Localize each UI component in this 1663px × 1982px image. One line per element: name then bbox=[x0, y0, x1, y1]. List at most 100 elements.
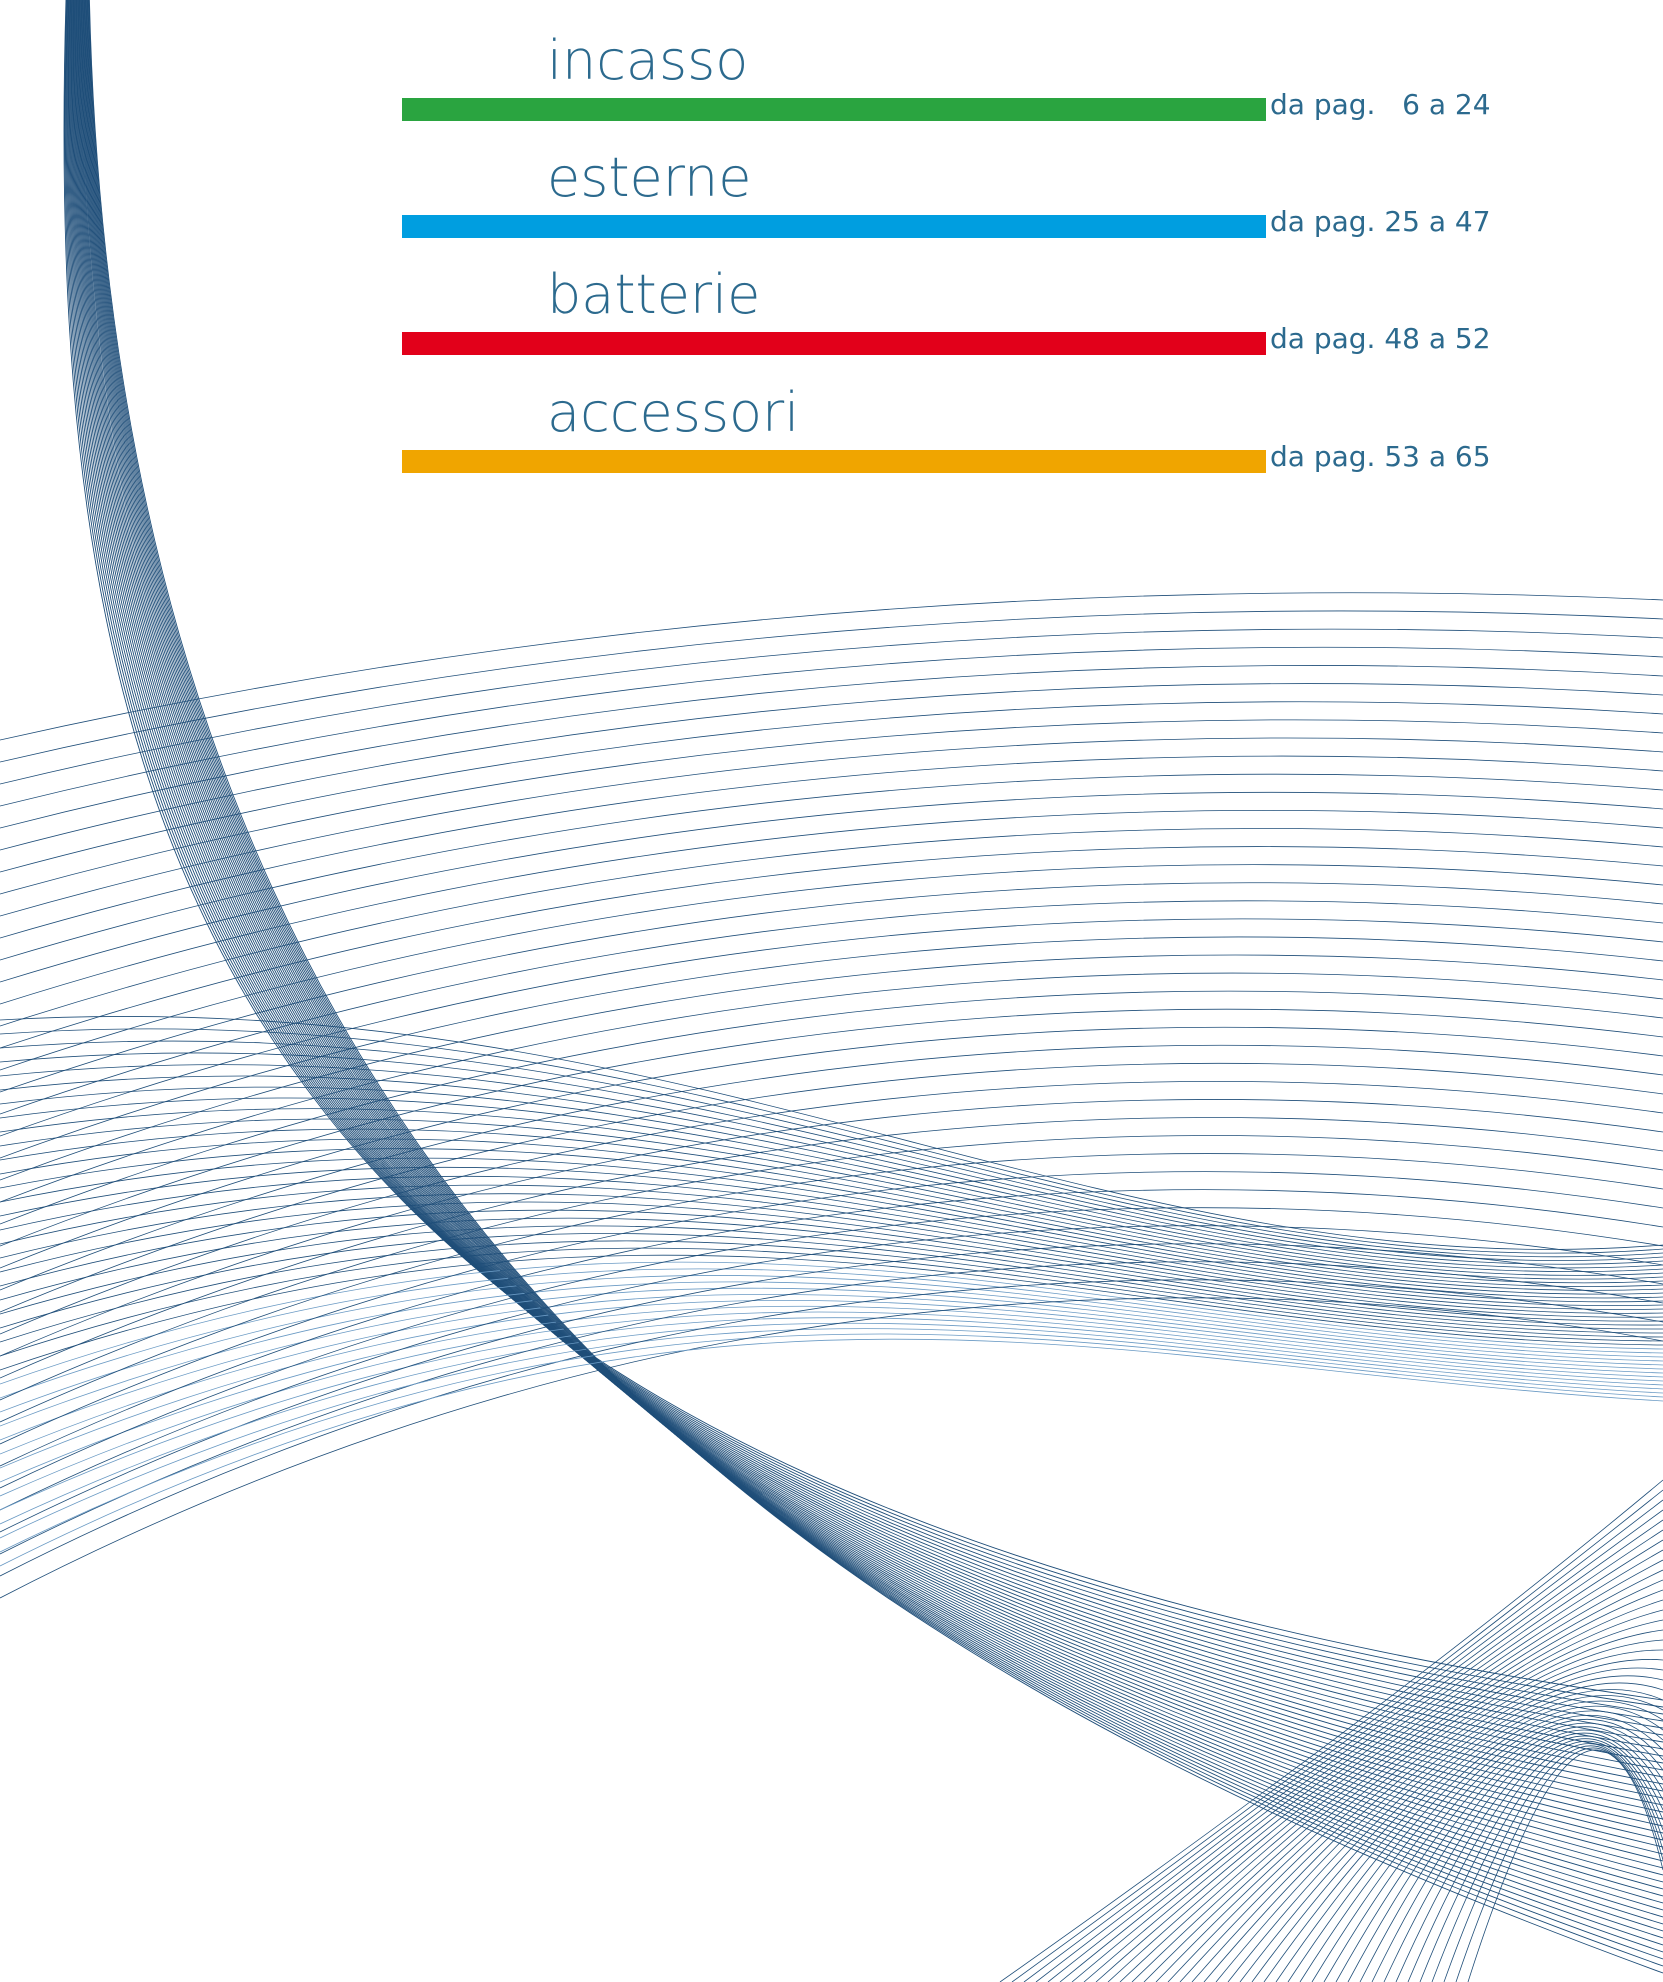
wave-line bbox=[0, 1117, 1663, 1379]
wave-line bbox=[0, 1305, 1663, 1483]
wave-line bbox=[81, 0, 1663, 1890]
wave-line bbox=[65, 0, 1663, 1715]
wave-line bbox=[0, 665, 1663, 829]
wave-line bbox=[1155, 1609, 1663, 1982]
wave-line bbox=[0, 1099, 1663, 1357]
wave-line bbox=[78, 0, 1663, 1848]
wave-line bbox=[0, 628, 1663, 785]
wave-line bbox=[1287, 1700, 1663, 1982]
wave-line bbox=[1335, 1718, 1663, 1982]
wave-line bbox=[1167, 1619, 1663, 1982]
wave-line bbox=[0, 1243, 1663, 1533]
wave-line bbox=[0, 1080, 1663, 1335]
wave-line bbox=[0, 1148, 1663, 1295]
wave-line bbox=[0, 1261, 1663, 1555]
wave-line bbox=[0, 1209, 1663, 1322]
wave-line bbox=[1275, 1695, 1663, 1982]
wave-line bbox=[0, 1201, 1663, 1318]
wave-line bbox=[1263, 1689, 1663, 1982]
wave-line bbox=[0, 610, 1663, 763]
wave-line bbox=[0, 1254, 1663, 1371]
wave-line bbox=[66, 0, 1663, 1729]
wave-line bbox=[0, 1175, 1663, 1307]
wave-line bbox=[71, 0, 1663, 1771]
wave-line bbox=[0, 846, 1663, 1049]
wave-line bbox=[0, 1207, 1663, 1489]
wave-line bbox=[82, 0, 1663, 1904]
index-row: batterie da pag. 48 a 52 bbox=[0, 234, 1663, 355]
wave-line bbox=[1371, 1729, 1663, 1982]
wave-line bbox=[0, 1322, 1663, 1525]
wave-line bbox=[70, 0, 1663, 1764]
wave-line bbox=[0, 592, 1663, 741]
wave-line bbox=[1347, 1722, 1663, 1982]
wave-line bbox=[0, 1171, 1663, 1445]
wave-line bbox=[0, 1064, 1663, 1265]
wave-line bbox=[1455, 1747, 1663, 1982]
index-row: accessori da pag. 53 a 65 bbox=[0, 352, 1663, 473]
wave-line bbox=[1047, 1519, 1663, 1982]
wave-line bbox=[83, 0, 1663, 1911]
wave-line bbox=[69, 0, 1663, 1750]
wave-line bbox=[0, 1026, 1663, 1269]
wave-line bbox=[1143, 1599, 1663, 1982]
wave-line bbox=[1407, 1738, 1663, 1982]
wave-line bbox=[1323, 1714, 1663, 1982]
wave-line bbox=[1011, 1489, 1663, 1982]
wave-line bbox=[1395, 1735, 1663, 1982]
wave-line bbox=[0, 1333, 1663, 1553]
wave-line bbox=[0, 1268, 1663, 1399]
wave-line bbox=[84, 0, 1663, 1925]
wave-line bbox=[0, 1225, 1663, 1511]
wave-line bbox=[1383, 1732, 1663, 1982]
wave-line bbox=[0, 1189, 1663, 1467]
wave-line bbox=[0, 1193, 1663, 1314]
wave-line bbox=[64, 0, 1663, 1708]
wave-line bbox=[0, 1008, 1663, 1247]
wave-line bbox=[0, 1240, 1663, 1343]
wave-line bbox=[1359, 1726, 1663, 1982]
wave-line bbox=[76, 0, 1663, 1834]
wave-line bbox=[0, 1297, 1663, 1599]
wave-line bbox=[0, 900, 1663, 1115]
wave-line bbox=[0, 719, 1663, 895]
wave-line bbox=[0, 882, 1663, 1093]
wave-line bbox=[1239, 1675, 1663, 1982]
wave-line bbox=[0, 936, 1663, 1159]
wave-line bbox=[0, 683, 1663, 851]
wave-line bbox=[0, 954, 1663, 1181]
wave-line bbox=[1071, 1539, 1663, 1982]
wave-line bbox=[0, 972, 1663, 1203]
wave-line bbox=[0, 1247, 1663, 1357]
wave-line bbox=[0, 828, 1663, 1027]
wave-line bbox=[84, 0, 1663, 1918]
wave-line bbox=[0, 1052, 1663, 1261]
wave-line bbox=[0, 864, 1663, 1071]
color-bar bbox=[402, 450, 1266, 473]
wave-line bbox=[1203, 1649, 1663, 1982]
wave-line bbox=[78, 0, 1663, 1855]
wave-line bbox=[0, 1217, 1663, 1326]
section-title: esterne bbox=[547, 146, 752, 209]
wave-line bbox=[0, 1075, 1663, 1269]
wave-line bbox=[0, 701, 1663, 873]
wave-line bbox=[82, 0, 1663, 1897]
wave-line bbox=[72, 0, 1663, 1785]
wave-line bbox=[1419, 1740, 1663, 1982]
wave-line bbox=[79, 0, 1663, 1862]
wave-line bbox=[79, 0, 1663, 1869]
wave-line bbox=[1191, 1639, 1663, 1982]
wave-line bbox=[999, 1479, 1663, 1982]
wave-line bbox=[1467, 1749, 1663, 1982]
wave-line bbox=[0, 810, 1663, 1005]
wave-line bbox=[71, 0, 1663, 1778]
wave-line bbox=[1023, 1499, 1663, 1982]
page-range: da pag. 25 a 47 bbox=[1270, 205, 1491, 238]
page-range: da pag. 6 a 24 bbox=[1270, 88, 1491, 121]
wave-line bbox=[0, 737, 1663, 917]
wave-line bbox=[1251, 1682, 1663, 1982]
section-title: accessori bbox=[547, 381, 800, 444]
wave-line bbox=[0, 1311, 1663, 1497]
wave-line bbox=[0, 1261, 1663, 1385]
